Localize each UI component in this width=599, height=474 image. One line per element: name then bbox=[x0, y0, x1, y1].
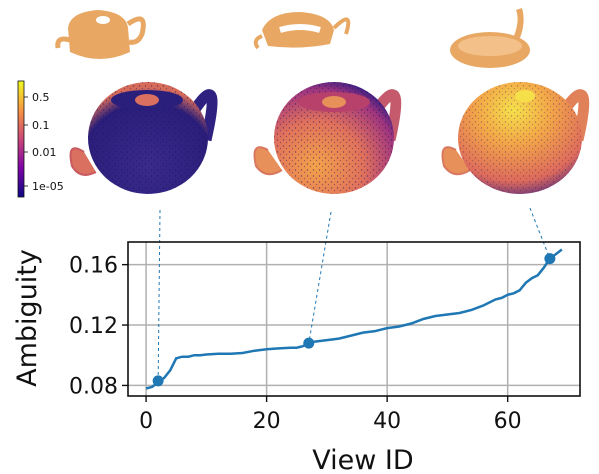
colorbar-tick-label: 0.1 bbox=[32, 119, 50, 132]
leader-lines bbox=[157, 207, 551, 381]
colorbar-tick-label: 1e-05 bbox=[32, 180, 64, 193]
grid bbox=[128, 242, 580, 396]
y-axis: 0.08 0.12 0.16 bbox=[69, 254, 128, 399]
highlighted-point bbox=[544, 253, 556, 265]
leader-line bbox=[529, 207, 551, 259]
colorbar-gradient bbox=[17, 80, 25, 198]
x-tick-label: 40 bbox=[373, 409, 401, 434]
y-tick-label: 0.12 bbox=[69, 314, 118, 339]
x-axis: 0 20 40 60 bbox=[139, 396, 522, 434]
highlighted-point bbox=[152, 375, 164, 387]
series-line bbox=[145, 248, 563, 390]
teapot-render-2 bbox=[253, 82, 402, 194]
y-tick-label: 0.16 bbox=[69, 254, 118, 279]
x-axis-label: View ID bbox=[312, 445, 413, 474]
thumbnail-teapot-1 bbox=[55, 10, 146, 59]
leader-line bbox=[157, 209, 161, 381]
thumbnail-teapot-2 bbox=[253, 12, 351, 50]
teapot-render-3 bbox=[441, 82, 590, 194]
colorbar: 0.5 0.1 0.01 1e-05 bbox=[17, 80, 64, 198]
x-tick-label: 60 bbox=[494, 409, 522, 434]
colorbar-tick-label: 0.01 bbox=[32, 146, 57, 159]
y-tick-label: 0.08 bbox=[69, 374, 118, 399]
leader-line bbox=[308, 211, 332, 344]
x-tick-label: 20 bbox=[253, 409, 281, 434]
highlighted-point bbox=[303, 337, 315, 349]
thumbnail-teapot-3 bbox=[450, 8, 530, 68]
x-tick-label: 0 bbox=[139, 409, 153, 434]
y-axis-label: Ambiguity bbox=[12, 249, 43, 387]
highlighted-points bbox=[152, 253, 556, 387]
colorbar-tick-label: 0.5 bbox=[32, 91, 50, 104]
teapot-render-1 bbox=[69, 82, 218, 194]
plot-frame bbox=[127, 241, 581, 397]
